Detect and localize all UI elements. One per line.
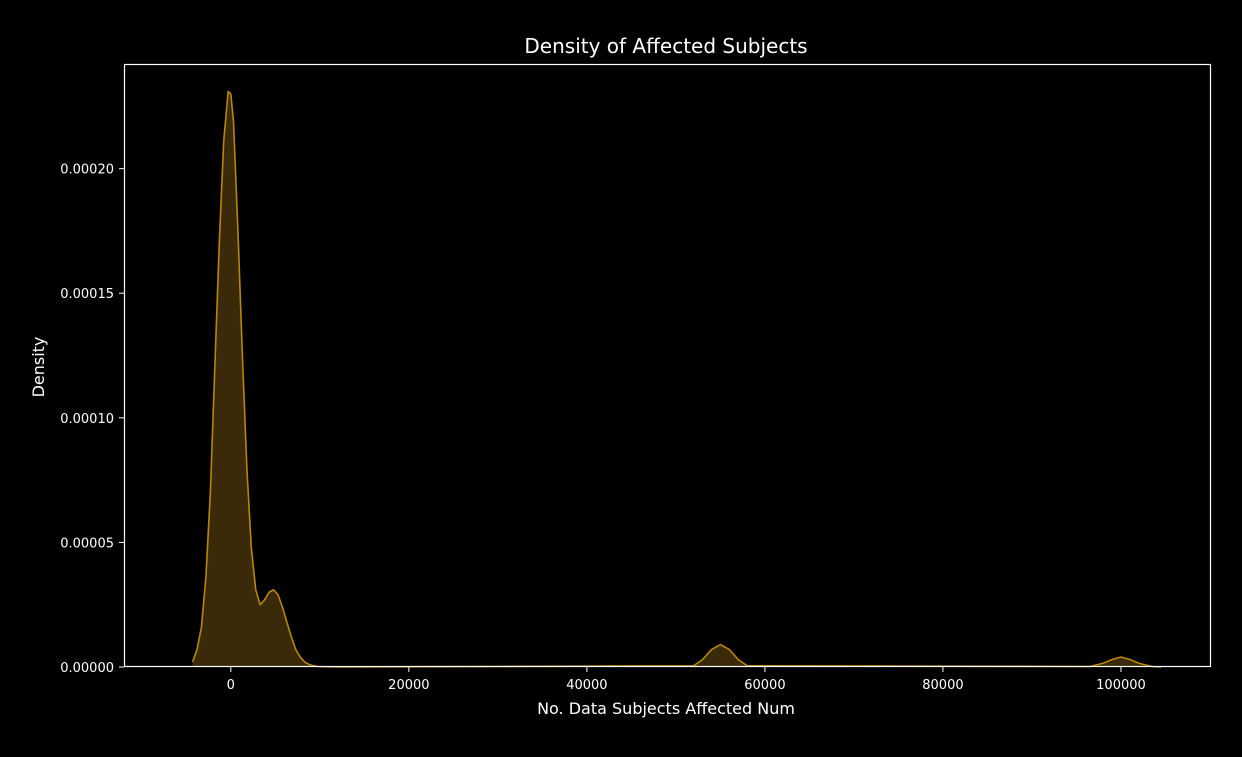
y-tick-label: 0.00015 — [60, 287, 114, 302]
x-tick-label: 80000 — [922, 678, 963, 693]
x-tick-label: 20000 — [388, 678, 429, 693]
y-tick-label: 0.00020 — [60, 163, 114, 178]
y-axis: 0.00000 0.00005 0.00010 0.00015 0.00020 — [60, 163, 124, 676]
y-tick-label: 0.00010 — [60, 412, 114, 427]
y-axis-label: Density — [29, 337, 48, 398]
y-tick-label: 0.00005 — [60, 536, 114, 551]
chart-title: Density of Affected Subjects — [524, 34, 807, 58]
x-axis: 0 20000 40000 60000 80000 100000 — [227, 667, 1146, 693]
x-axis-label: No. Data Subjects Affected Num — [537, 699, 795, 718]
x-tick-label: 100000 — [1096, 678, 1146, 693]
x-tick-label: 40000 — [566, 678, 607, 693]
x-tick-label: 60000 — [744, 678, 785, 693]
axes-frame — [123, 63, 1212, 668]
y-tick-label: 0.00000 — [60, 661, 114, 676]
x-tick-label: 0 — [227, 678, 235, 693]
